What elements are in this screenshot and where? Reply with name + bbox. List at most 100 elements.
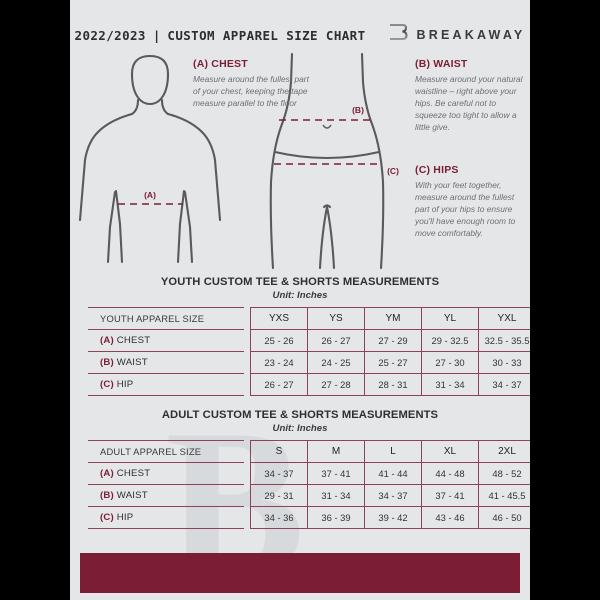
size-chart-page: B 2022/2023 | CUSTOM APPAREL SIZE CHART — [70, 0, 530, 600]
adult-row-label-1: (B) WAIST — [88, 484, 244, 507]
adult-row-label-0: (A) CHEST — [88, 462, 244, 485]
youth-header-row: YOUTH APPAREL SIZE YXS YS YM YL YXL — [88, 307, 530, 330]
adult-size-header-3: XL — [421, 440, 479, 463]
measurement-figures: (A) (B) (C) (A) CHEST Measure around the… — [70, 52, 530, 270]
adult-cell-2-3: 43 - 46 — [421, 506, 479, 529]
row-name: WAIST — [116, 490, 148, 501]
adult-cell-0-1: 37 - 41 — [307, 462, 365, 485]
youth-size-header-0: YXS — [250, 307, 308, 330]
adult-cell-1-0: 29 - 31 — [250, 484, 308, 507]
youth-cell-0-0: 25 - 26 — [250, 329, 308, 352]
youth-label-header: YOUTH APPAREL SIZE — [88, 307, 244, 330]
waist-info-title: (B) WAIST — [415, 58, 468, 70]
waist-info: (B) WAIST Measure around your natural wa… — [415, 58, 527, 134]
adult-size-header-1: M — [307, 440, 365, 463]
youth-row-label-0: (A) CHEST — [88, 329, 244, 352]
table-row: (C) HIP 34 - 36 36 - 39 39 - 42 43 - 46 … — [88, 506, 530, 529]
adult-cell-1-1: 31 - 34 — [307, 484, 365, 507]
waist-info-body: Measure around your natural waistline – … — [415, 74, 523, 132]
table-row: (A) CHEST 34 - 37 37 - 41 41 - 44 44 - 4… — [88, 462, 530, 485]
youth-size-header-3: YL — [421, 307, 479, 330]
adult-size-header-2: L — [364, 440, 422, 463]
adult-cell-1-3: 37 - 41 — [421, 484, 479, 507]
hips-info-title: (C) HIPS — [415, 164, 459, 176]
row-tag: (C) — [100, 379, 114, 390]
youth-cell-0-1: 26 - 27 — [307, 329, 365, 352]
adult-row-label-2: (C) HIP — [88, 506, 244, 529]
adult-cell-2-4: 46 - 50 — [478, 506, 530, 529]
navel-mark — [322, 124, 332, 129]
row-tag: (A) — [100, 468, 114, 479]
youth-table-unit: Unit: Inches — [272, 290, 328, 301]
header-separator: | — [152, 27, 161, 43]
adult-size-table: ADULT APPAREL SIZE S M L XL 2XL (A) CHES… — [88, 440, 530, 529]
adult-cell-2-2: 39 - 42 — [364, 506, 422, 529]
adult-table-title: ADULT CUSTOM TEE & SHORTS MEASUREMENTS — [161, 409, 439, 421]
youth-row-label-1: (B) WAIST — [88, 351, 244, 374]
youth-size-header-2: YM — [364, 307, 422, 330]
youth-row-label-2: (C) HIP — [88, 373, 244, 396]
adult-cell-2-1: 36 - 39 — [307, 506, 365, 529]
youth-cell-0-2: 27 - 29 — [364, 329, 422, 352]
youth-size-header-1: YS — [307, 307, 365, 330]
row-name: HIP — [116, 379, 134, 390]
chest-info-title: (A) CHEST — [193, 58, 248, 70]
youth-cell-2-3: 31 - 34 — [421, 373, 479, 396]
youth-cell-0-4: 32.5 - 35.5 — [478, 329, 530, 352]
row-name: CHEST — [116, 335, 151, 346]
hips-info: (C) HIPS With your feet together, measur… — [415, 164, 527, 240]
adult-size-header-4: 2XL — [478, 440, 530, 463]
youth-cell-1-4: 30 - 33 — [478, 351, 530, 374]
youth-cell-1-0: 23 - 24 — [250, 351, 308, 374]
youth-measurements-section: YOUTH CUSTOM TEE & SHORTS MEASUREMENTS U… — [88, 276, 530, 396]
adult-cell-0-4: 48 - 52 — [478, 462, 530, 485]
page-header: 2022/2023 | CUSTOM APPAREL SIZE CHART BR… — [70, 18, 530, 52]
row-tag: (B) — [100, 490, 114, 501]
row-tag: (C) — [100, 512, 114, 523]
adult-size-header-0: S — [250, 440, 308, 463]
youth-cell-2-2: 28 - 31 — [364, 373, 422, 396]
table-row: (B) WAIST 29 - 31 31 - 34 34 - 37 37 - 4… — [88, 484, 530, 507]
row-name: WAIST — [116, 357, 148, 368]
youth-table-title: YOUTH CUSTOM TEE & SHORTS MEASUREMENTS — [160, 276, 440, 288]
adult-cell-0-2: 41 - 44 — [364, 462, 422, 485]
youth-size-header-4: YXL — [478, 307, 530, 330]
row-name: CHEST — [116, 468, 151, 479]
youth-cell-1-1: 24 - 25 — [307, 351, 365, 374]
adult-cell-1-4: 41 - 45.5 — [478, 484, 530, 507]
adult-cell-1-2: 34 - 37 — [364, 484, 422, 507]
adult-cell-0-0: 34 - 37 — [250, 462, 308, 485]
hips-marker-label: (C) — [387, 166, 399, 176]
waist-marker-label: (B) — [352, 105, 364, 115]
chest-info-body: Measure around the fullest part of your … — [193, 74, 309, 108]
chest-marker-label: (A) — [144, 190, 156, 200]
chest-info: (A) CHEST Measure around the fullest par… — [193, 58, 311, 110]
table-row: (B) WAIST 23 - 24 24 - 25 25 - 27 27 - 3… — [88, 351, 530, 374]
header-season: 2022/2023 — [74, 27, 146, 43]
row-tag: (B) — [100, 357, 114, 368]
adult-cell-2-0: 34 - 36 — [250, 506, 308, 529]
brand-name: BREAKAWAY — [416, 28, 526, 42]
adult-measurements-section: ADULT CUSTOM TEE & SHORTS MEASUREMENTS U… — [88, 409, 530, 529]
adult-header-row: ADULT APPAREL SIZE S M L XL 2XL — [88, 440, 530, 463]
adult-cell-0-3: 44 - 48 — [421, 462, 479, 485]
page-title: CUSTOM APPAREL SIZE CHART — [167, 27, 366, 43]
youth-cell-2-1: 27 - 28 — [307, 373, 365, 396]
hips-info-body: With your feet together, measure around … — [415, 180, 516, 238]
table-row: (C) HIP 26 - 27 27 - 28 28 - 31 31 - 34 … — [88, 373, 530, 396]
body-diagram: (A) (B) (C) — [78, 52, 399, 270]
youth-cell-2-4: 34 - 37 — [478, 373, 530, 396]
adult-table-unit: Unit: Inches — [272, 423, 328, 434]
youth-cell-2-0: 26 - 27 — [250, 373, 308, 396]
footer-bar — [80, 553, 520, 593]
youth-cell-1-2: 25 - 27 — [364, 351, 422, 374]
youth-cell-1-3: 27 - 30 — [421, 351, 479, 374]
breakaway-b-monogram-icon — [387, 23, 408, 47]
youth-cell-0-3: 29 - 32.5 — [421, 329, 479, 352]
adult-label-header: ADULT APPAREL SIZE — [88, 440, 244, 463]
brand-logo: BREAKAWAY — [386, 22, 526, 48]
row-tag: (A) — [100, 335, 114, 346]
youth-size-table: YOUTH APPAREL SIZE YXS YS YM YL YXL (A) … — [88, 307, 530, 396]
table-row: (A) CHEST 25 - 26 26 - 27 27 - 29 29 - 3… — [88, 329, 530, 352]
row-name: HIP — [116, 512, 134, 523]
